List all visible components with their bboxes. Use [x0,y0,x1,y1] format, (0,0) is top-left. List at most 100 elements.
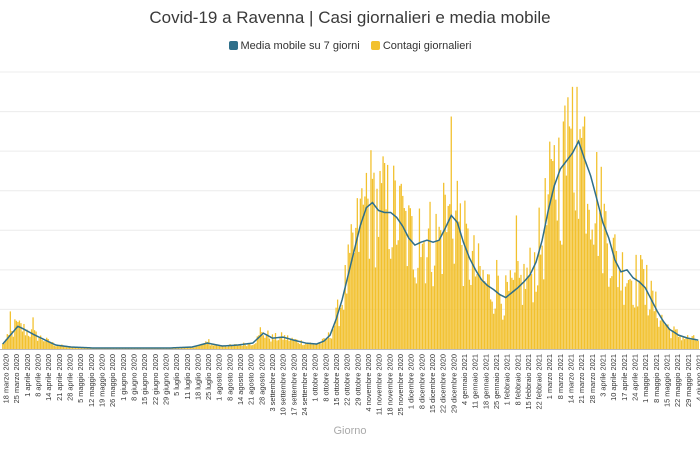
daily-cases-bar [591,229,593,349]
x-tick-label: 22 maggio 2021 [673,354,682,407]
x-tick-label: 1 febbraio 2021 [503,354,512,405]
daily-cases-bar [317,343,319,349]
daily-cases-bar [443,182,445,349]
daily-cases-bar [191,347,193,349]
daily-cases-bar [261,331,263,349]
daily-cases-bar [464,200,466,349]
daily-cases-bar [653,311,655,349]
daily-cases-bar [403,208,405,349]
daily-cases-bar [241,345,243,349]
daily-cases-bar [568,126,571,350]
x-tick-label: 8 aprile 2020 [33,354,42,397]
daily-cases-bar [477,243,480,349]
daily-cases-bar [426,257,428,349]
daily-cases-bar [376,188,378,349]
daily-cases-bar [430,271,433,349]
daily-cases-bar [230,344,233,349]
daily-cases-bar [647,315,649,349]
daily-cases-bar [5,339,7,349]
daily-cases-bar [643,268,645,349]
daily-cases-bar [29,336,31,349]
daily-cases-bar [308,344,310,349]
x-tick-label: 4 giugno 2021 [695,354,700,401]
daily-cases-bar [447,205,449,349]
daily-cases-bar [582,126,584,349]
legend-swatch-moving-average [228,41,238,50]
x-tick-label: 8 ottobre 2020 [321,354,330,402]
x-tick-label: 18 novembre 2020 [385,354,394,416]
daily-cases-bar [258,335,260,349]
daily-cases-bar [312,343,315,349]
daily-cases-bar [423,241,425,349]
daily-cases-bar [524,288,527,349]
daily-cases-bar [203,343,205,349]
daily-cases-bar [299,344,301,349]
daily-cases-bar [609,278,612,349]
daily-cases-bar [303,344,305,349]
daily-cases-bar [367,198,369,349]
x-tick-label: 28 aprile 2020 [65,354,74,401]
daily-cases-bar [594,223,596,349]
daily-cases-bar [347,244,349,349]
daily-cases-bar [336,299,339,349]
daily-cases-bar [46,337,48,349]
daily-cases-bar [349,252,351,349]
daily-cases-bar [665,325,668,349]
daily-cases-bar [256,336,258,349]
daily-cases-bar [538,207,540,349]
daily-cases-bar [455,210,457,349]
daily-cases-bar [218,344,221,349]
daily-cases-bar [533,252,536,349]
daily-cases-bar [80,348,83,349]
daily-cases-bar [493,313,495,349]
daily-cases-bar [67,346,69,349]
daily-cases-bar [544,178,546,349]
daily-cases-bar [536,285,539,349]
daily-cases-bar [597,255,599,349]
x-tick-label: 15 dicembre 2020 [428,354,437,413]
daily-cases-bar [453,263,455,349]
daily-cases-bar [679,335,681,349]
daily-cases-bar [194,346,196,349]
daily-cases-bar [2,343,4,349]
daily-cases-bar [3,343,5,349]
x-tick-label: 8 marzo 2021 [556,354,565,399]
x-tick-label: 21 aprile 2020 [55,354,64,401]
x-tick-label: 25 marzo 2020 [12,354,21,403]
x-tick-label: 17 settembre 2020 [289,354,298,416]
daily-cases-bar [465,223,468,349]
legend-item-daily-cases[interactable]: Contagi giornalieri [370,40,471,52]
daily-cases-bar [459,203,461,349]
daily-cases-bar [315,344,318,349]
daily-cases-bar [253,344,255,349]
daily-cases-bar [211,343,213,349]
daily-cases-bar [649,309,651,349]
daily-cases-bar [429,201,431,349]
daily-cases-bar [59,345,61,349]
x-tick-label: 1 dicembre 2020 [407,354,416,409]
legend-item-moving-average[interactable]: Media mobile su 7 giorni [228,40,360,52]
x-tick-label: 11 luglio 2020 [183,354,192,399]
daily-cases-bar [223,346,225,349]
daily-cases-bar [380,183,383,349]
daily-cases-bar [330,338,333,349]
daily-cases-bar [335,307,337,349]
daily-cases-bar [409,208,411,349]
daily-cases-bar [321,338,324,349]
daily-cases-bar [500,303,502,349]
daily-cases-bar [365,172,368,349]
x-tick-label: 24 settembre 2020 [300,354,309,416]
daily-cases-bar [240,344,242,349]
daily-cases-bar [441,273,443,349]
daily-cases-bar [627,279,630,349]
daily-cases-bar [11,330,13,349]
daily-cases-bar [262,335,265,349]
daily-cases-bar [588,209,590,349]
x-tick-label: 15 giugno 2020 [140,354,149,405]
daily-cases-bar [86,348,89,349]
daily-cases-bar [623,304,625,349]
x-tick-label: 22 ottobre 2020 [343,354,352,406]
daily-cases-bar [396,244,398,349]
daily-cases-bar [249,344,251,349]
daily-cases-bar [50,343,52,349]
